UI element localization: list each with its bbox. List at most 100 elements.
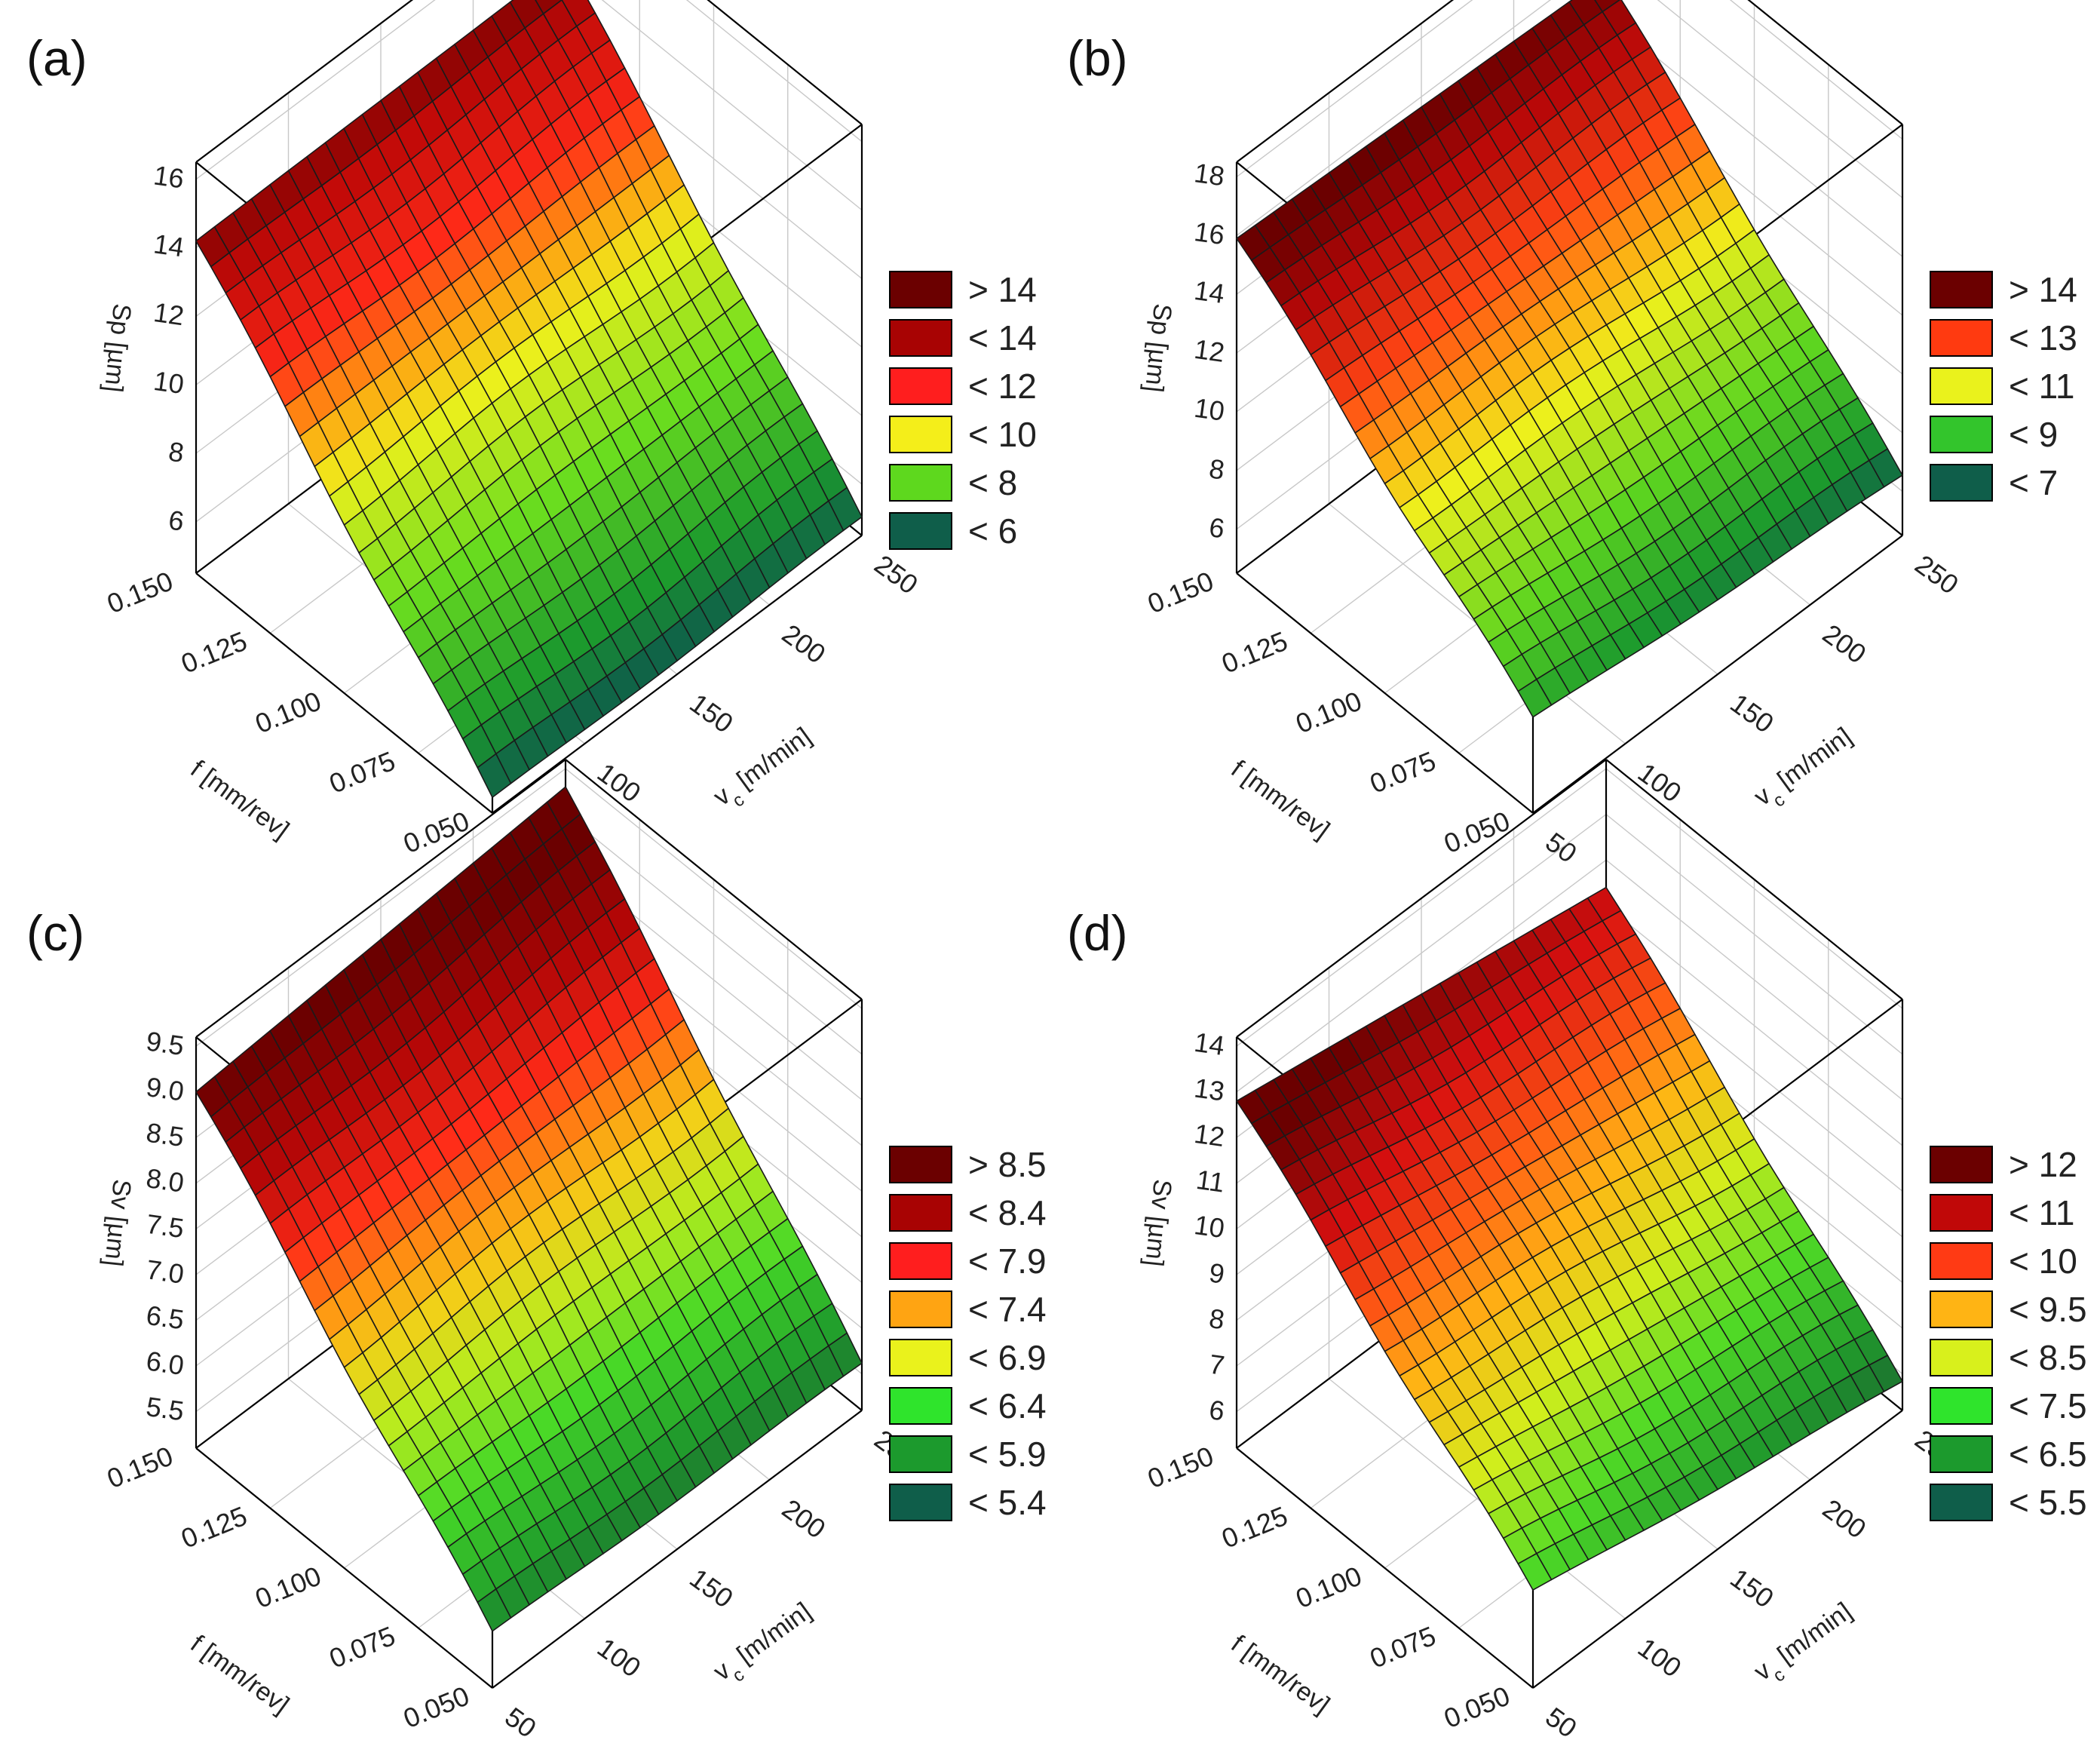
f-tick-label: 0.075 [1366, 745, 1440, 799]
z-tick-label: 12 [152, 296, 185, 331]
z-tick-label: 7.0 [144, 1254, 185, 1290]
v-tick-label: 200 [777, 1493, 832, 1544]
v-axis-title-rest: [m/min] [1767, 1597, 1857, 1674]
axes-box [1235, 0, 1904, 814]
panel-label: (d) [1067, 905, 1128, 961]
legend-swatch [889, 367, 952, 405]
f-tick-label: 0.150 [103, 565, 177, 619]
v-axis-title: vc [m/min] [708, 1597, 821, 1693]
panel-label: (a) [26, 30, 87, 86]
legend-label: < 12 [968, 367, 1037, 406]
z-tick-label: 7 [1207, 1349, 1227, 1381]
legend-label: < 11 [2009, 1193, 2074, 1232]
legend-swatch [1930, 319, 1993, 357]
legend-swatch [1930, 1339, 1993, 1376]
legend-swatch [889, 1484, 952, 1521]
v-tick-label: 50 [1540, 1701, 1582, 1737]
legend-swatch [889, 1242, 952, 1280]
z-axis: 6 8 10 12 14 16 Sp [µm] [99, 159, 186, 536]
z-tick-label: 14 [152, 228, 185, 262]
surface-mesh [195, 0, 863, 798]
axis-edge [492, 1410, 863, 1689]
f-tick-label: 0.150 [1143, 565, 1218, 619]
axis-edge [707, 0, 863, 125]
legend-swatch [889, 512, 952, 550]
grid-line [1236, 0, 1903, 178]
surface-mesh [1236, 0, 1903, 718]
z-axis-title: Sv [µm] [99, 1178, 136, 1268]
f-tick-label: 0.150 [1143, 1440, 1218, 1494]
z-tick-label: 6.5 [144, 1300, 185, 1336]
axis-edge [565, 759, 863, 1000]
f-tick-label: 0.075 [325, 745, 400, 799]
f-tick-label: 0.100 [251, 1560, 326, 1614]
axis-edge [1236, 572, 1534, 814]
legend-label: < 10 [2009, 1241, 2077, 1281]
legend-swatch [1930, 1194, 1993, 1232]
z-tick-label: 12 [1192, 333, 1226, 368]
v-tick-label: 50 [499, 1701, 541, 1737]
v-axis-title: vc [m/min] [708, 722, 821, 818]
z-axis: 5.5 6.0 6.5 7.0 7.5 8.0 8.5 9.0 9.5 Sv [µm] [99, 1025, 186, 1426]
z-tick-label: 8.0 [144, 1162, 185, 1198]
z-tick-label: 8 [1207, 1303, 1227, 1335]
axis-edge [1532, 1410, 1903, 1689]
z-axis: 6 7 8 9 10 11 12 13 14 Sv [µm] [1139, 1027, 1227, 1427]
f-tick-label: 0.075 [1366, 1620, 1440, 1674]
surface-mesh [195, 786, 863, 1632]
legend-label: < 6.4 [968, 1386, 1047, 1426]
z-tick-label: 9.0 [144, 1071, 185, 1107]
legend-label: < 13 [2009, 318, 2077, 358]
axis-edge [195, 0, 414, 163]
z-tick-label: 12 [1192, 1118, 1226, 1152]
legend-label: < 6.9 [968, 1338, 1047, 1377]
z-tick-label: 18 [1192, 157, 1226, 192]
legend-swatch [1930, 367, 1993, 405]
legend: > 8.5 < 8.4 < 7.9 < 7.4 < 6.9 < 6.4 < 5.9 < 5.4 [889, 1145, 1047, 1522]
z-tick-label: 8.5 [144, 1117, 185, 1153]
z-tick-label: 14 [1192, 275, 1226, 309]
f-tick-label: 0.075 [325, 1620, 400, 1674]
legend-label: > 14 [2009, 270, 2077, 309]
z-axis-title: Sv [µm] [1139, 1178, 1177, 1268]
f-tick-label: 0.125 [1217, 1500, 1292, 1554]
z-tick-label: 13 [1192, 1072, 1226, 1106]
legend-swatch [1930, 1290, 1993, 1328]
legend-label: < 5.9 [968, 1435, 1047, 1474]
surface-cell [477, 1588, 512, 1632]
legend-label: < 9.5 [2009, 1290, 2087, 1329]
surface-cell [477, 753, 512, 798]
z-tick-label: 6.0 [144, 1345, 185, 1381]
f-tick-label: 0.050 [399, 1680, 474, 1734]
v-axis-title-rest: [m/min] [726, 1597, 817, 1674]
f-tick-label: 0.150 [103, 1440, 177, 1494]
v-tick-label: 100 [592, 756, 647, 808]
legend-label: < 6.5 [2009, 1435, 2087, 1474]
legend-label: < 8.5 [2009, 1338, 2087, 1377]
legend-label: > 8.5 [968, 1145, 1047, 1184]
legend-swatch [889, 1194, 952, 1232]
legend-swatch [889, 1339, 952, 1376]
f-axis-title: f [mm/rev] [185, 1629, 295, 1720]
z-tick-label: 6 [1207, 1394, 1227, 1426]
legend-label: < 14 [968, 318, 1037, 358]
legend-swatch [1930, 1435, 1993, 1473]
legend-label: < 8 [968, 463, 1017, 502]
f-tick-label: 0.050 [1439, 1680, 1514, 1734]
z-axis: 6 8 10 12 14 16 18 Sp [µm] [1139, 157, 1227, 544]
v-axis-title-rest: [m/min] [726, 722, 817, 799]
z-tick-label: 16 [152, 159, 185, 194]
legend-swatch [1930, 271, 1993, 308]
legend-swatch [889, 1146, 952, 1183]
z-tick-label: 6 [1207, 511, 1227, 544]
grid-line [195, 0, 863, 180]
legend-swatch [1930, 1387, 1993, 1425]
legend: > 14 < 14 < 12 < 10 < 8 < 6 [889, 270, 1037, 551]
legend-label: < 7.5 [2009, 1386, 2087, 1426]
v-tick-label: 250 [1909, 548, 1964, 600]
